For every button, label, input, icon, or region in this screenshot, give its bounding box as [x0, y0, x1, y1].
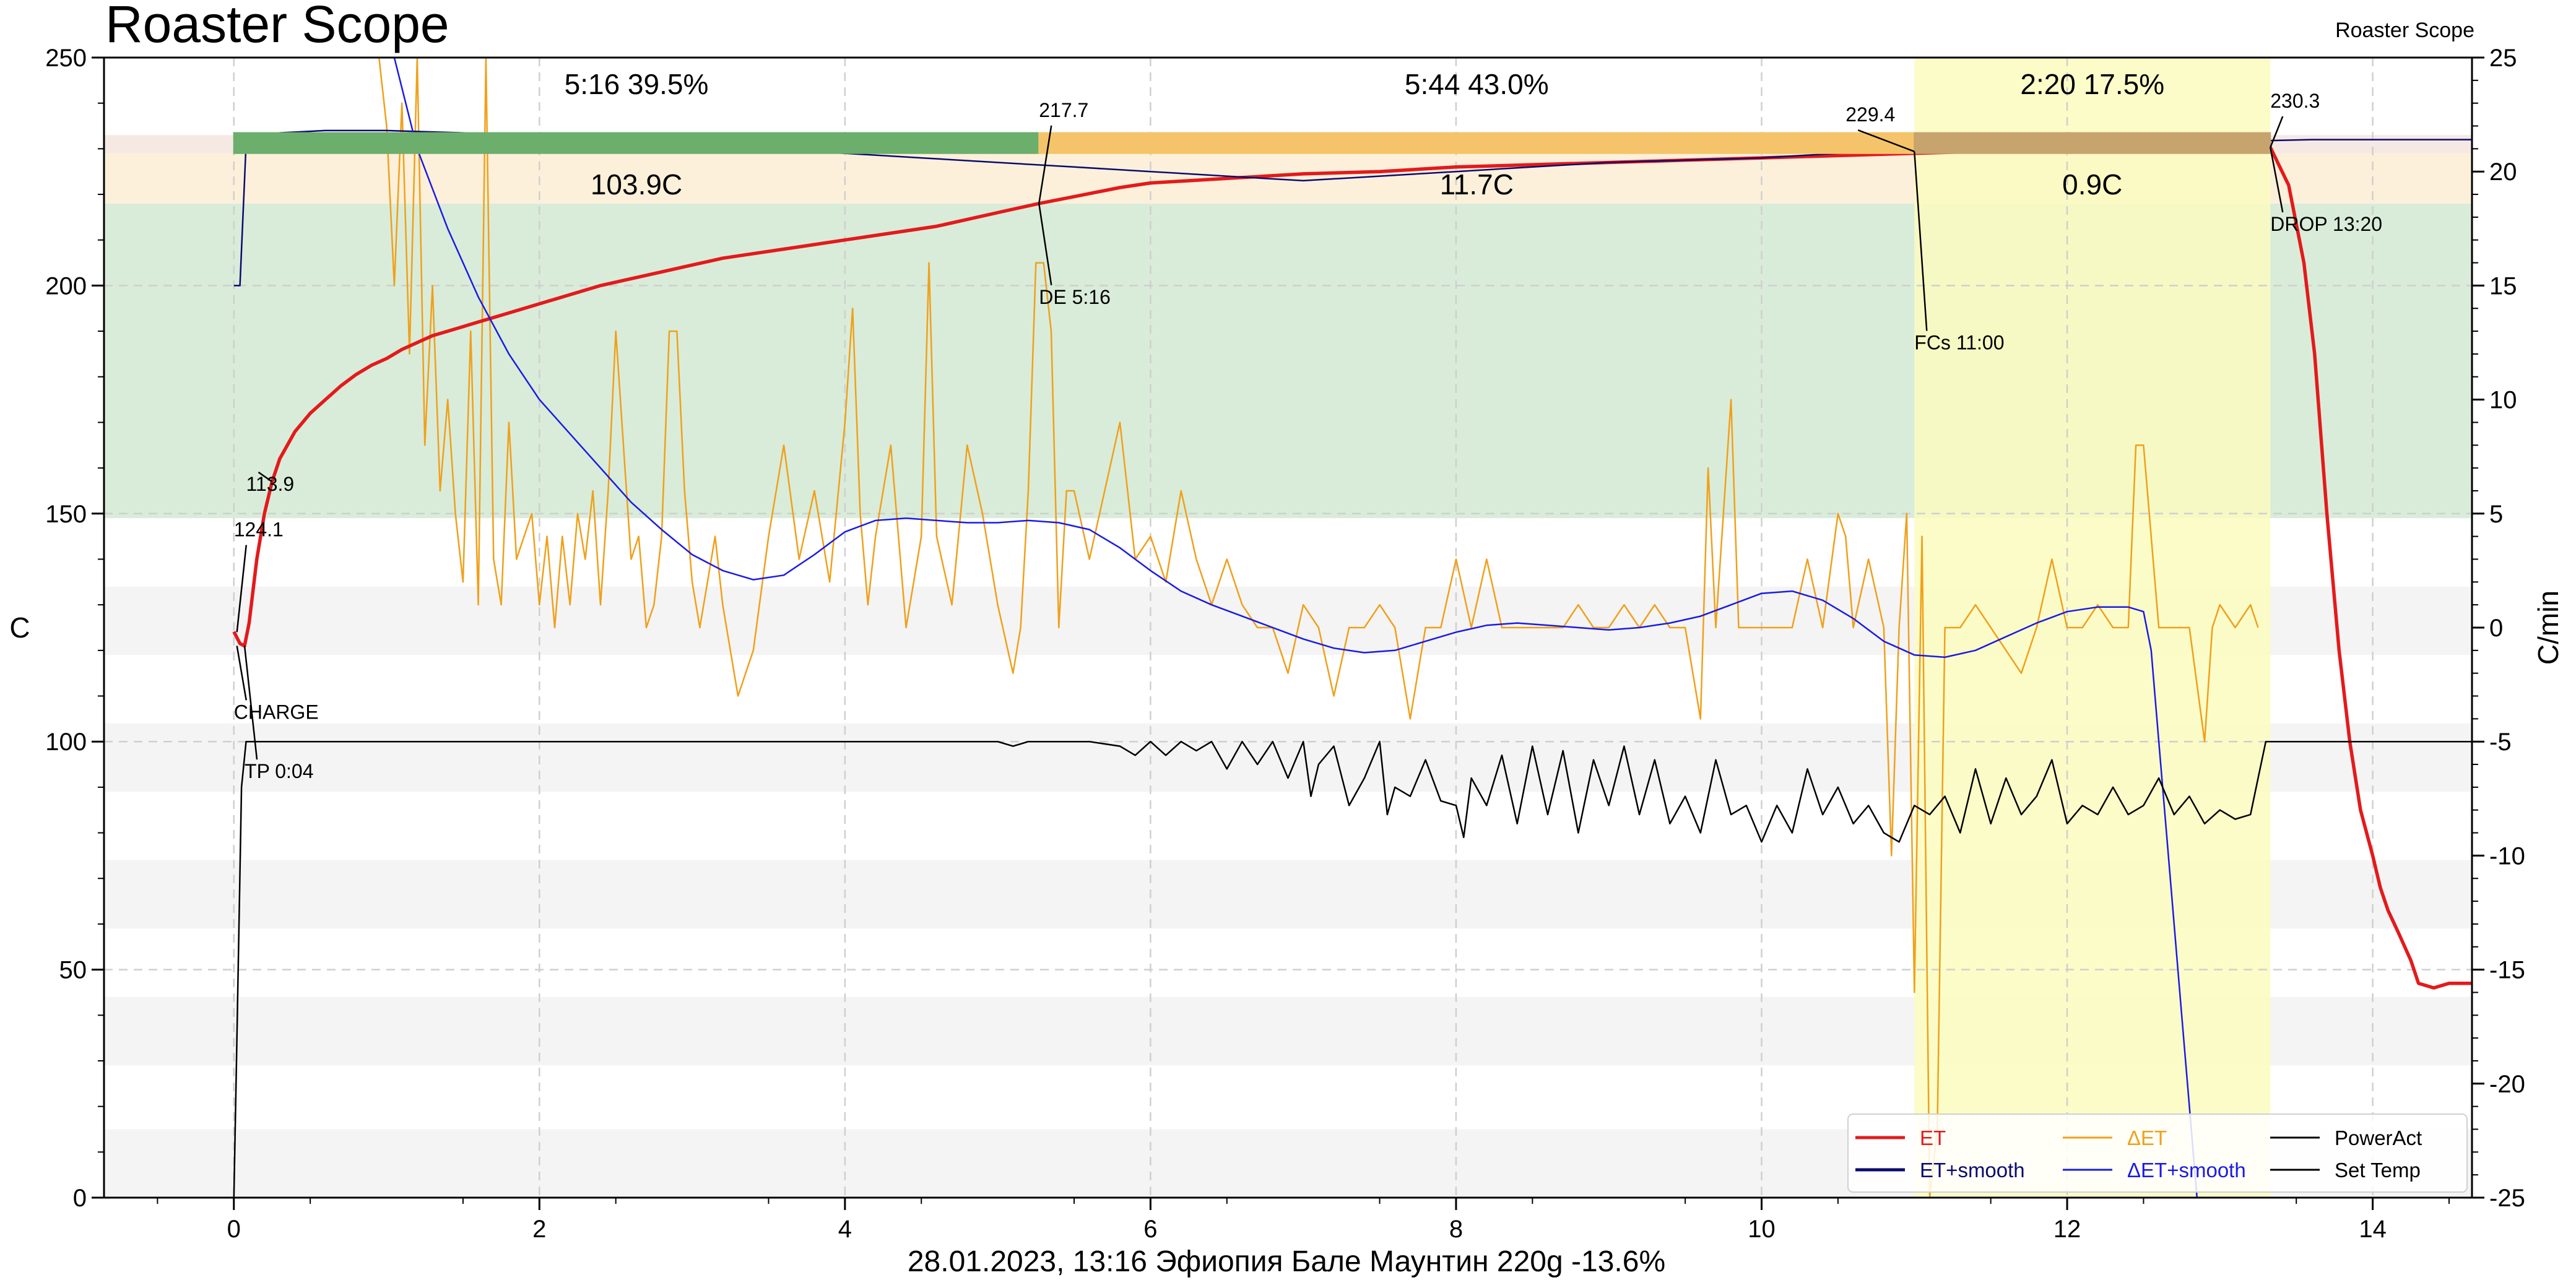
- phase-time-label: 5:44 43.0%: [1405, 68, 1549, 100]
- x-tick-label: 8: [1449, 1216, 1463, 1243]
- phase-bar-green: [233, 132, 1040, 154]
- y2-tick-label: 5: [2489, 501, 2503, 528]
- y-tick-label: 50: [59, 957, 87, 984]
- y-tick-label: 250: [45, 45, 87, 72]
- event-pointer-fcs: [1914, 151, 1928, 331]
- event-pointer-drop-value: [2270, 116, 2284, 148]
- x-tick-label: 14: [2359, 1216, 2387, 1243]
- event-pointer-drop: [2270, 147, 2284, 213]
- y2-tick-label: 10: [2489, 387, 2517, 414]
- x-tick-label: 10: [1748, 1216, 1776, 1243]
- event-pointer-charge: [236, 646, 247, 701]
- event-label-fcs: FCs 11:00: [1914, 332, 2004, 354]
- series-et: [232, 144, 2472, 990]
- y2-tick-label: -20: [2489, 1071, 2525, 1098]
- series-delta-et: [378, 56, 2259, 1199]
- event-label-drop: DROP 13:20: [2270, 213, 2382, 235]
- phase-time-label: 5:16 39.5%: [565, 68, 709, 100]
- event-label-de: DE 5:16: [1039, 286, 1111, 308]
- y2-axis-label: C/min: [2532, 590, 2564, 665]
- x-tick-label: 12: [2053, 1216, 2081, 1243]
- y-tick-label: 100: [45, 728, 87, 756]
- y-axis-label: C: [9, 612, 30, 644]
- y-tick-label: 0: [73, 1185, 87, 1212]
- phase-delta-label: 0.9C: [2062, 168, 2122, 201]
- footer-caption: 28.01.2023, 13:16 Эфиопия Бале Маунтин 2…: [908, 1245, 1665, 1278]
- event-label-charge: CHARGE: [234, 701, 319, 723]
- y-tick-label: 200: [45, 272, 87, 300]
- event-label-et-124-1: 124.1: [234, 519, 284, 541]
- event-pointer-fcs-value: [1857, 129, 1915, 152]
- y-tick-label: 150: [45, 501, 87, 528]
- x-tick-label: 2: [532, 1216, 546, 1243]
- event-label-tp: TP 0:04: [245, 760, 313, 782]
- legend-label-set-temp: Set Temp: [2335, 1159, 2421, 1182]
- event-label-fcs-value: 229.4: [1845, 103, 1895, 126]
- event-label-drop-value: 230.3: [2270, 90, 2320, 112]
- legend-label-et: ET: [1920, 1126, 1946, 1149]
- phase-bar-orange: [1038, 132, 1915, 154]
- legend-box: [1847, 1113, 2468, 1193]
- y2-tick-label: -25: [2489, 1185, 2525, 1212]
- event-pointer-et-124-1: [236, 545, 248, 633]
- phase-time-label: 2:20 17.5%: [2020, 68, 2164, 100]
- y2-tick-label: -15: [2489, 957, 2525, 984]
- event-pointer-de-value: [1038, 125, 1052, 204]
- event-pointer-de: [1038, 203, 1052, 286]
- event-label-et-113-9: 113.9: [246, 473, 295, 495]
- y2-tick-label: 0: [2489, 615, 2503, 642]
- series-power: [233, 740, 2472, 1198]
- legend-label-power: PowerAct: [2335, 1126, 2422, 1149]
- legend-label-delta-et-smooth: ΔET+smooth: [2127, 1159, 2246, 1182]
- app-title-small: Roaster Scope: [2335, 19, 2474, 42]
- phase-delta-label: 11.7C: [1440, 168, 1514, 201]
- event-pointer-et-113-9: [258, 471, 273, 483]
- legend-label-delta-et: ΔET: [2127, 1126, 2167, 1149]
- phase-bar-brown: [1914, 132, 2271, 154]
- event-label-de-value: 217.7: [1039, 99, 1088, 121]
- y2-tick-label: 20: [2489, 158, 2517, 186]
- x-tick-label: 6: [1143, 1216, 1157, 1243]
- phase-delta-label: 103.9C: [591, 168, 682, 201]
- y2-tick-label: 25: [2489, 45, 2517, 72]
- legend-label-et-smooth: ET+smooth: [1920, 1159, 2025, 1182]
- x-tick-label: 4: [838, 1216, 852, 1243]
- first-crack-region: [1914, 58, 2271, 1198]
- app-title: Roaster Scope: [105, 0, 449, 53]
- x-tick-label: 0: [227, 1216, 241, 1243]
- series-delta-et-smooth: [393, 57, 2198, 1198]
- y2-tick-label: -5: [2489, 728, 2512, 756]
- y2-tick-label: -10: [2489, 842, 2525, 870]
- event-pointer-tp: [243, 646, 258, 760]
- y2-tick-label: 15: [2489, 272, 2517, 300]
